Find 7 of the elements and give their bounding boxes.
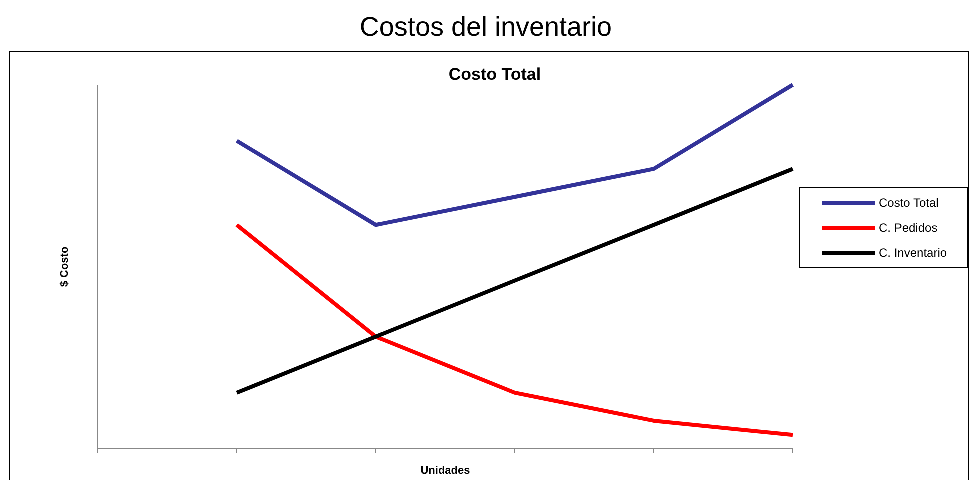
y-axis-title: $ Costo <box>59 246 71 288</box>
legend-label: Costo Total <box>879 196 939 210</box>
legend-label: C. Inventario <box>879 246 948 260</box>
legend-label: C. Pedidos <box>879 221 938 235</box>
chart-title: Costos del inventario <box>360 12 612 42</box>
chart-subtitle: Costo Total <box>448 65 542 84</box>
x-axis-title: Unidades <box>420 465 470 477</box>
